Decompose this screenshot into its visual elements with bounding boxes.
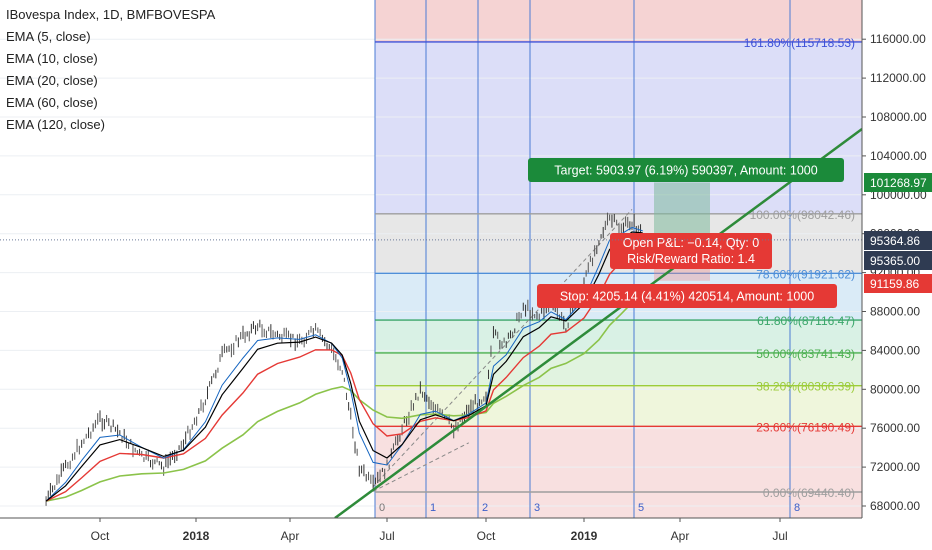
ema-60-line <box>45 293 644 502</box>
y-tick-label-5: 88000.00 <box>870 305 920 319</box>
target-label-box <box>528 158 844 182</box>
indicator-ema-60[interactable]: EMA (60, close) <box>6 95 98 110</box>
fib-time-label-4: 5 <box>638 502 644 514</box>
stop-label-box <box>537 284 837 308</box>
price-tag-0: 101268.97 <box>870 176 927 190</box>
ema-10-line <box>45 231 643 502</box>
indicator-ema-10[interactable]: EMA (10, close) <box>6 51 98 66</box>
x-tick-label-3: Jul <box>379 529 394 543</box>
indicator-ema-120[interactable]: EMA (120, close) <box>6 117 105 132</box>
y-tick-label-3: 80000.00 <box>870 382 920 396</box>
y-tick-label-1: 72000.00 <box>870 460 920 474</box>
fib-label-6: 23.60%(76190.49) <box>756 420 855 434</box>
time-axis-bg <box>0 518 862 550</box>
fib-time-label-1: 1 <box>430 502 436 514</box>
y-tick-label-11: 112000.00 <box>870 71 926 85</box>
y-tick-label-0: 68000.00 <box>870 499 920 513</box>
fib-time-label-0: 0 <box>379 502 385 514</box>
fib-band-top <box>375 0 862 42</box>
fib-label-2: 78.60%(91921.62) <box>756 267 855 281</box>
dashed-channel-line <box>372 209 633 487</box>
price-tag-bg-1 <box>864 231 932 250</box>
price-tag-1: 95364.86 <box>870 234 920 248</box>
fib-time-label-3: 3 <box>534 502 540 514</box>
chart-title: IBovespa Index, 1D, BMFBOVESPA <box>6 7 216 22</box>
fib-band-6 <box>375 426 862 492</box>
y-tick-label-2: 76000.00 <box>870 421 920 435</box>
fib-label-3: 61.80%(87116.47) <box>757 314 855 328</box>
rr-label: Risk/Reward Ratio: 1.4 <box>627 252 755 266</box>
y-tick-label-9: 104000.00 <box>870 149 927 163</box>
price-tag-bg-2 <box>864 251 932 270</box>
fib-band-7 <box>375 491 862 518</box>
fib-label-1: 100.00%(98042.46) <box>750 208 855 222</box>
fib-label-0: 161.80%(115718.53) <box>744 36 855 50</box>
fib-label-4: 50.00%(83741.43) <box>756 347 855 361</box>
fib-label-5: 38.20%(80366.39) <box>756 380 855 394</box>
ema-20-line <box>45 245 643 502</box>
fib-band-4 <box>375 352 862 386</box>
price-tag-2: 95365.00 <box>870 254 920 268</box>
x-tick-label-2: Apr <box>281 529 300 543</box>
ema-5-line <box>45 226 643 502</box>
price-tag-bg-3 <box>864 274 932 293</box>
x-tick-label-7: Jul <box>772 529 787 543</box>
x-tick-label-6: Apr <box>671 529 690 543</box>
dashed-channel-line-2 <box>372 442 470 492</box>
trend-line <box>334 127 863 520</box>
indicator-ema-20[interactable]: EMA (20, close) <box>6 73 98 88</box>
pnl-label: Open P&L: −0.14, Qty: 0 <box>623 236 760 250</box>
stop-label: Stop: 4205.14 (4.41%) 420514, Amount: 10… <box>560 290 814 304</box>
x-tick-label-1: 2018 <box>183 529 210 543</box>
y-tick-label-12: 116000.00 <box>870 32 926 46</box>
fib-band-0 <box>375 41 862 214</box>
x-tick-label-4: Oct <box>477 529 496 543</box>
pnl-box <box>610 233 772 269</box>
price-tag-3: 91159.86 <box>870 277 919 291</box>
chart-legend: IBovespa Index, 1D, BMFBOVESPA EMA (5, c… <box>6 4 215 136</box>
indicator-ema-5[interactable]: EMA (5, close) <box>6 29 91 44</box>
fib-band-3 <box>375 320 862 353</box>
y-tick-label-4: 84000.00 <box>870 343 920 357</box>
target-label: Target: 5903.97 (6.19%) 590397, Amount: … <box>554 164 817 178</box>
x-tick-label-0: Oct <box>91 529 110 543</box>
fib-label-7: 0.00%(69440.40) <box>763 486 855 500</box>
y-tick-label-10: 108000.00 <box>870 110 927 124</box>
price-tag-bg-0 <box>864 173 932 192</box>
x-tick-label-5: 2019 <box>571 529 598 543</box>
fib-time-label-5: 8 <box>794 502 800 514</box>
position-target-zone <box>654 182 710 240</box>
fib-time-label-2: 2 <box>482 502 488 514</box>
